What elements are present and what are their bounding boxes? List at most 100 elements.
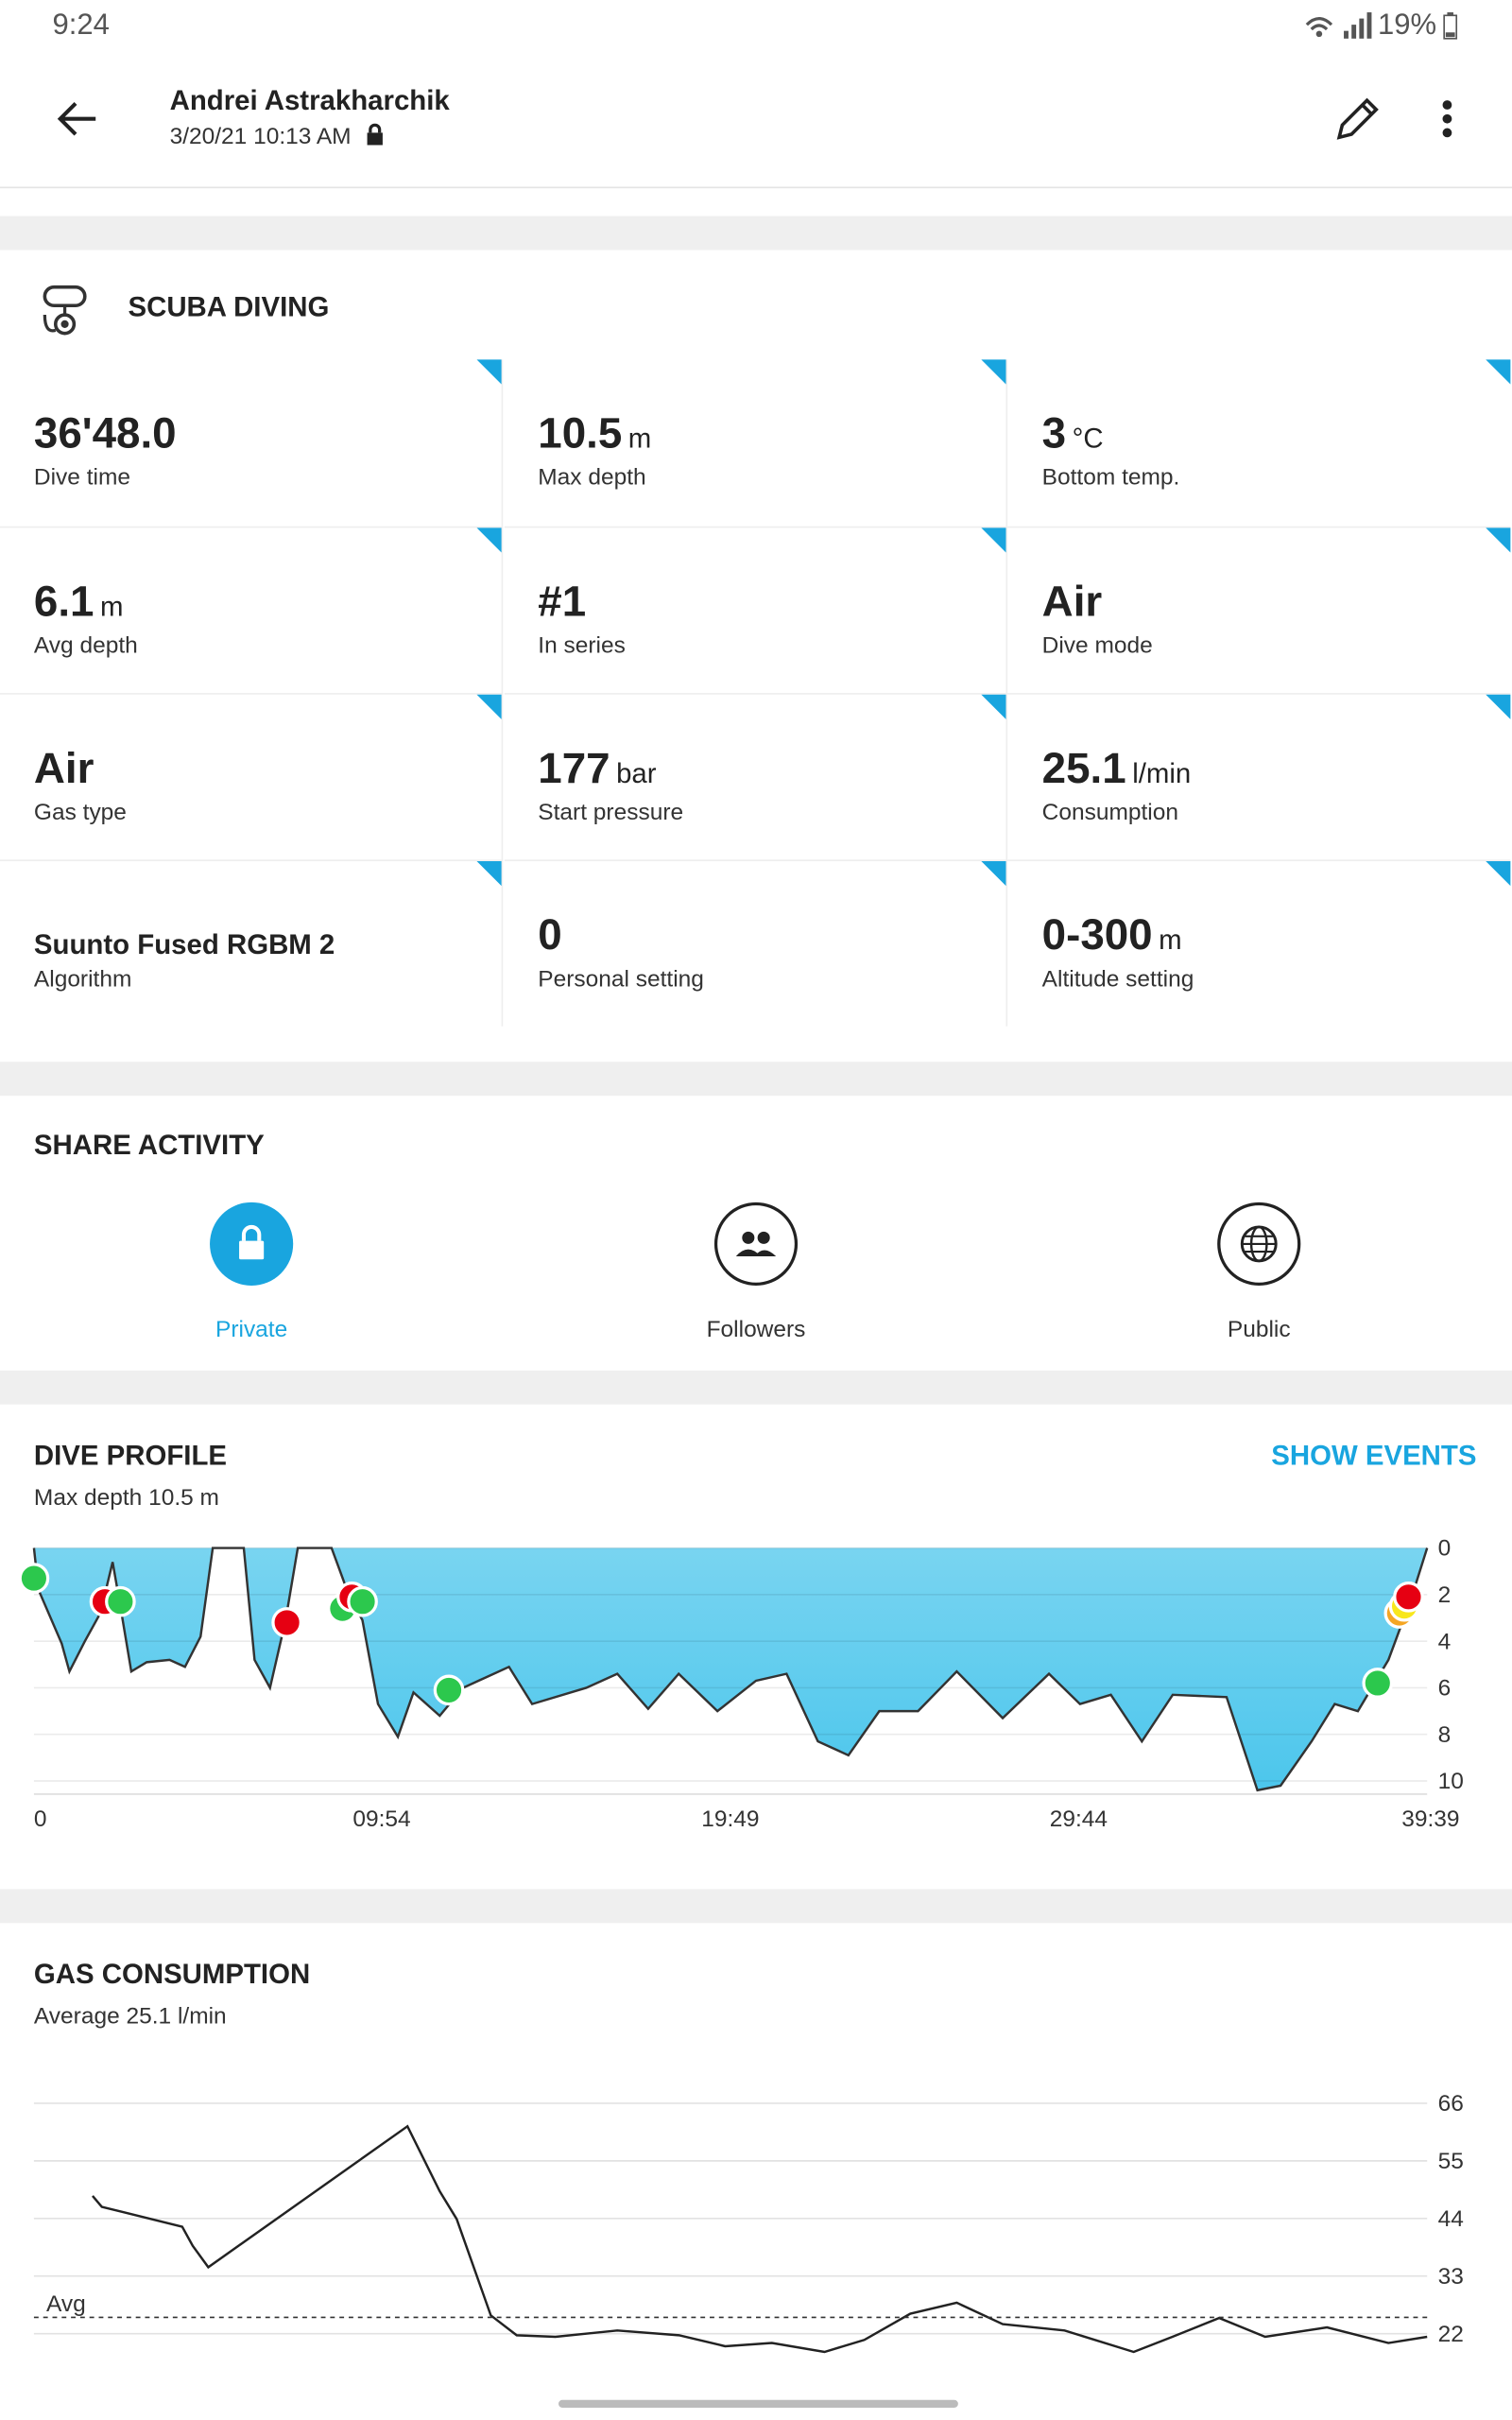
stat-number: 3 <box>1041 408 1067 458</box>
stat-number: Air <box>33 743 94 792</box>
stat-value: 0 <box>538 910 561 959</box>
stat-label: Personal setting <box>538 966 704 993</box>
dive-profile-subtitle: Max depth 10.5 m <box>33 1484 219 1512</box>
signal-icons <box>1305 12 1372 39</box>
stat-value: 10.5 m <box>538 409 651 458</box>
dive-event <box>18 1563 50 1594</box>
stat-cell: 6.1 m Avg depth <box>0 526 504 694</box>
lock-icon <box>367 123 383 146</box>
dive-event <box>1393 1581 1424 1613</box>
depth-area <box>33 1547 1428 1790</box>
stat-corner <box>476 527 502 553</box>
stat-number: 10.5 <box>538 408 623 458</box>
stat-corner <box>1486 861 1512 887</box>
stat-value: Air <box>1042 578 1103 627</box>
stat-corner <box>476 861 502 887</box>
dive-profile-title: DIVE PROFILE <box>33 1440 228 1471</box>
stat-value: 3 °C <box>1042 409 1104 458</box>
stat-value: 6.1 m <box>34 578 124 627</box>
status-time: 9:24 <box>52 9 110 43</box>
stat-unit: bar <box>616 757 657 789</box>
stat-value: 36'48.0 <box>34 409 177 458</box>
more-button[interactable] <box>1435 98 1459 142</box>
stat-unit: l/min <box>1132 757 1192 789</box>
stat-value: 0-300 m <box>1042 910 1182 959</box>
share-option-label: Public <box>1227 1316 1291 1343</box>
consumption-line <box>92 2124 1428 2354</box>
stat-number: Air <box>1041 577 1103 626</box>
y-tick-label: 2 <box>1438 1582 1452 1608</box>
stat-unit: °C <box>1072 423 1104 454</box>
stat-value: 177 bar <box>538 744 656 793</box>
stat-number: 25.1 <box>1041 743 1126 792</box>
stat-label: Max depth <box>538 464 646 492</box>
stat-value: 25.1 l/min <box>1042 744 1192 793</box>
stat-cell: Suunto Fused RGBM 2 Algorithm <box>0 859 504 1027</box>
activity-datetime: 3/20/21 10:13 AM <box>169 123 352 150</box>
stat-cell: 36'48.0 Dive time <box>0 359 504 527</box>
stat-label: Consumption <box>1041 799 1178 826</box>
y-tick-label: 44 <box>1438 2206 1464 2232</box>
stat-cell: 10.5 m Max depth <box>504 359 1007 527</box>
stat-value: #1 <box>538 578 586 627</box>
share-public[interactable]: Public <box>1105 1201 1414 1342</box>
section-gap <box>0 1370 1512 1405</box>
stat-label: Bottom temp. <box>1041 464 1180 492</box>
stat-unit: m <box>100 591 124 622</box>
stat-number: 6.1 <box>33 577 94 626</box>
gas-chart: 22 33 44 55 66 Avg <box>33 2091 1464 2354</box>
share-private[interactable]: Private <box>97 1201 406 1342</box>
battery-level: 19% <box>1377 9 1437 43</box>
stat-cell: 3 °C Bottom temp. <box>1008 359 1512 526</box>
dive-profile-chart: 0 2 4 6 8 10 0 09:54 19:49 29:44 39:39 <box>18 1536 1464 1832</box>
y-tick-label: 33 <box>1438 2264 1464 2290</box>
stat-number: 0 <box>538 910 562 959</box>
back-button[interactable] <box>56 98 99 138</box>
stat-corner <box>476 359 502 385</box>
stat-cell: 25.1 l/min Consumption <box>1007 693 1512 859</box>
y-tick-label: 8 <box>1438 1722 1452 1748</box>
y-tick-label: 0 <box>1438 1536 1452 1562</box>
stat-corner <box>980 359 1005 385</box>
average-label: Avg <box>46 2291 86 2317</box>
gas-title: GAS CONSUMPTION <box>33 1958 311 1990</box>
stat-label: Algorithm <box>33 966 132 993</box>
stat-cell: 0 Personal setting <box>504 859 1007 1027</box>
stat-label: Start pressure <box>538 799 684 826</box>
stat-value: Suunto Fused RGBM 2 <box>34 929 335 961</box>
stat-unit: m <box>1159 924 1182 956</box>
stat-corner <box>1486 359 1512 385</box>
home-indicator <box>558 2399 958 2408</box>
stat-number: 177 <box>538 743 610 792</box>
section-gap <box>0 216 1512 251</box>
share-followers[interactable]: Followers <box>602 1201 911 1342</box>
activity-title: SCUBA DIVING <box>128 291 330 323</box>
stat-corner <box>1486 527 1512 553</box>
stat-corner <box>980 694 1005 719</box>
stat-corner <box>1486 694 1512 719</box>
edit-button[interactable] <box>1333 95 1383 144</box>
dive-event <box>271 1607 302 1638</box>
stat-number: Suunto Fused RGBM 2 <box>33 928 335 960</box>
share-option-label: Followers <box>706 1316 806 1343</box>
stat-corner <box>476 694 502 719</box>
stat-label: In series <box>538 632 626 660</box>
y-tick-label: 66 <box>1438 2091 1464 2117</box>
show-events-button[interactable]: SHOW EVENTS <box>1271 1440 1477 1471</box>
stat-label: Avg depth <box>33 632 138 660</box>
y-tick-label: 22 <box>1438 2322 1464 2347</box>
stat-number: 36'48.0 <box>33 408 177 458</box>
depth-line <box>32 1547 1429 1792</box>
stat-cell: 0-300 m Altitude setting <box>1007 859 1512 1026</box>
share-title: SHARE ACTIVITY <box>33 1130 265 1161</box>
y-tick-label: 10 <box>1438 1769 1464 1794</box>
stat-corner <box>980 527 1005 553</box>
battery-icon <box>1443 12 1458 40</box>
dive-event <box>105 1585 136 1617</box>
y-tick-label: 4 <box>1438 1629 1452 1654</box>
user-name: Andrei Astrakharchik <box>169 84 450 116</box>
stat-cell: Air Gas type <box>0 693 504 860</box>
x-tick-label: 39:39 <box>1401 1806 1459 1832</box>
